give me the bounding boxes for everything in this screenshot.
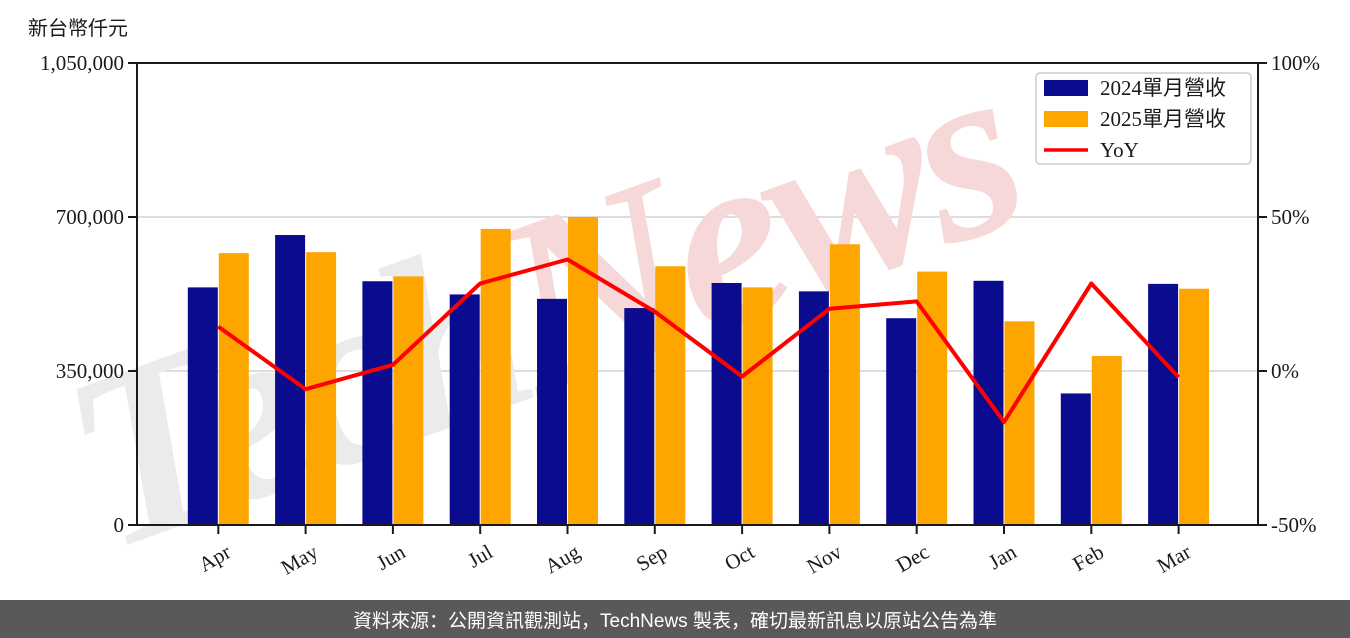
bar-2025單月營收-Oct — [742, 287, 773, 525]
left-tick-label: 1,050,000 — [40, 51, 124, 75]
left-tick-label: 0 — [114, 513, 125, 537]
bar-2025單月營收-Dec — [917, 271, 948, 525]
bar-2024單月營收-Nov — [798, 291, 829, 525]
bar-2025單月營收-Jun — [393, 276, 424, 525]
month-tick-label-Mar: Mar — [1153, 540, 1195, 578]
bars-layer — [187, 217, 1210, 526]
axes-layer — [128, 62, 1267, 534]
left-axis-unit-title: 新台幣仟元 — [28, 18, 128, 40]
month-tick-label-Jan: Jan — [984, 539, 1021, 574]
legend-swatch-0 — [1044, 80, 1088, 96]
bar-2024單月營收-Apr — [187, 287, 218, 525]
source-footer: 資料來源：公開資訊觀測站，TechNews 製表，確切最新訊息以原站公告為準 — [0, 600, 1350, 638]
legend-label-2: YoY — [1100, 138, 1139, 162]
bar-2024單月營收-Jun — [362, 281, 393, 525]
bar-2024單月營收-Aug — [537, 298, 567, 525]
month-tick-label-Feb: Feb — [1069, 540, 1108, 577]
bar-2025單月營收-Feb — [1091, 356, 1122, 525]
left-tick-label: 700,000 — [56, 205, 124, 229]
bar-2024單月營收-Feb — [1060, 393, 1091, 525]
line-layer — [217, 257, 1181, 425]
legend-swatch-1 — [1044, 111, 1088, 127]
legend-label-1: 2025單月營收 — [1100, 107, 1226, 131]
bar-2024單月營收-Dec — [886, 318, 917, 525]
right-tick-label: 50% — [1271, 205, 1310, 229]
right-tick-label: 100% — [1271, 51, 1320, 75]
left-tick-label: 350,000 — [56, 359, 124, 383]
month-tick-label-Dec: Dec — [892, 540, 933, 578]
source-footer-text: 資料來源：公開資訊觀測站，TechNews 製表，確切最新訊息以原站公告為準 — [353, 610, 997, 632]
month-tick-label-Nov: Nov — [803, 539, 847, 578]
bar-2024單月營收-Jul — [449, 294, 480, 525]
bar-2025單月營收-Mar — [1179, 288, 1210, 525]
month-tick-label-Aug: Aug — [541, 539, 585, 578]
bar-2025單月營收-Apr — [218, 253, 249, 525]
bar-2024單月營收-Sep — [624, 308, 655, 525]
revenue-yoy-combo-chart: 2024單月營收2025單月營收YoYTechNews1,050,000700,… — [32, 7, 1320, 603]
bar-2024單月營收-Mar — [1148, 283, 1179, 525]
legend-label-0: 2024單月營收 — [1100, 76, 1226, 100]
month-tick-label-Sep: Sep — [632, 540, 671, 577]
right-tick-label: 0% — [1271, 359, 1299, 383]
yoy-line — [217, 257, 1181, 425]
right-tick-label: -50% — [1271, 513, 1317, 537]
bar-2025單月營收-Jul — [480, 228, 511, 525]
legend-box — [1035, 72, 1252, 165]
revenue-chart-area: 新台幣仟元 2024單月營收2025單月營收YoYTechNews1,050,0… — [28, 7, 1320, 604]
bar-2024單月營收-Oct — [711, 283, 742, 525]
month-tick-label-Jul: Jul — [463, 539, 496, 572]
bar-2025單月營收-Nov — [829, 244, 860, 525]
month-tick-label-Jun: Jun — [372, 539, 410, 575]
bar-2025單月營收-Jan — [1004, 321, 1035, 525]
legend: 2024單月營收 2025單月營收 YoY — [1035, 72, 1252, 165]
month-tick-label-Oct: Oct — [720, 539, 758, 575]
bar-2025單月營收-Sep — [655, 266, 686, 525]
